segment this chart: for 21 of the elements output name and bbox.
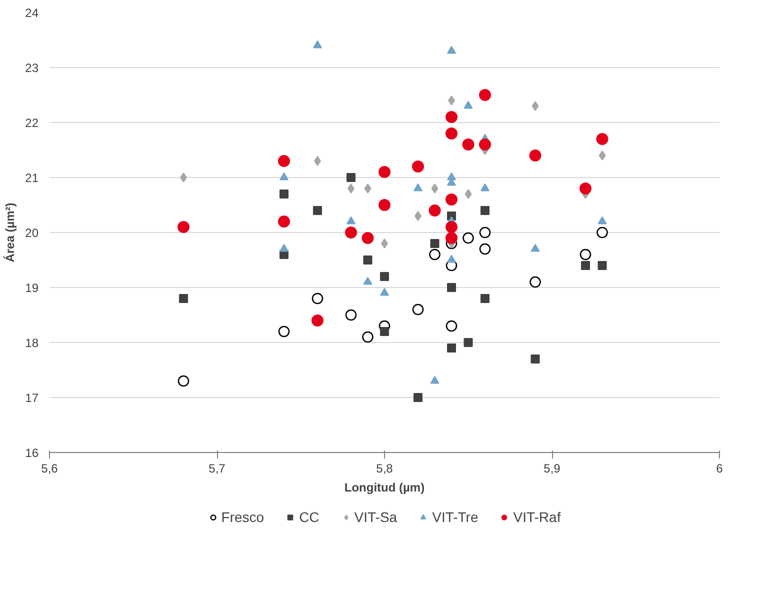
- legend-label: VIT-Raf: [513, 509, 561, 525]
- y-tick-label: 24: [25, 6, 39, 20]
- y-tick-label: 16: [25, 446, 39, 460]
- x-tick-label: 6: [716, 462, 724, 476]
- y-tick-label: 18: [25, 336, 39, 350]
- x-tick-label: 5,8: [376, 462, 394, 476]
- y-tick-label: 21: [25, 171, 39, 185]
- y-tick-label: 20: [25, 226, 39, 240]
- legend-label: VIT-Sa: [354, 509, 398, 525]
- legend-label: Fresco: [221, 509, 264, 525]
- x-axis-title: Longitud (µm): [344, 480, 425, 494]
- y-tick-label: 23: [25, 61, 39, 75]
- y-tick-label: 22: [25, 116, 39, 130]
- x-tick-label: 5,6: [41, 462, 58, 476]
- x-tick-label: 5,7: [208, 462, 226, 476]
- legend-label: VIT-Tre: [432, 509, 478, 525]
- legend-label: CC: [299, 509, 320, 525]
- x-tick-label: 5,9: [544, 462, 561, 476]
- y-axis-title: Área (µm²): [3, 202, 18, 262]
- y-tick-label: 19: [25, 281, 39, 295]
- y-tick-label: 17: [25, 391, 39, 405]
